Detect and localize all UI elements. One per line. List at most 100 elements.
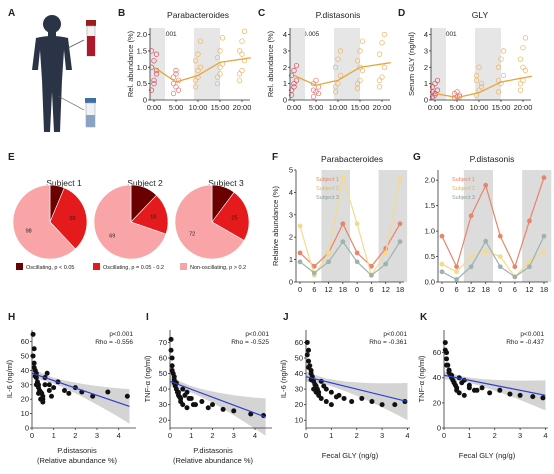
- panel-g-series-point: [497, 254, 503, 259]
- panel-f-ylabel: Relative abundance (%): [271, 185, 280, 266]
- pie-title-subject-2: Subject 2: [127, 178, 163, 188]
- panel-d-night-band: [475, 28, 501, 100]
- panel-i-regression-line: [169, 380, 266, 418]
- panel-h-ytick-label: 20: [21, 395, 29, 404]
- pie-slice: [211, 191, 250, 241]
- panel-h-point: [62, 388, 67, 394]
- panel-h-rho: Rho = -0.556: [95, 339, 133, 346]
- panel-b-chart: 0 0.5 1.0 1.5 2.0 0:00 5:00 10:00 15:00 20:00 Rel.…: [126, 28, 251, 112]
- legend-swatch-osc-strong: [16, 263, 23, 270]
- panel-b-point: [239, 67, 245, 74]
- panel-c-point: [354, 58, 361, 64]
- panel-i-point: [168, 347, 174, 353]
- panel-b-pvalue: p<0.001: [153, 31, 177, 38]
- panel-i-point: [184, 405, 190, 411]
- panel-c-point: [357, 77, 363, 84]
- panel-j-point: [306, 347, 312, 353]
- panel-i-ytick-label: 30: [159, 400, 167, 409]
- panel-j-point: [304, 339, 310, 345]
- panel-h-point: [31, 364, 37, 370]
- panel-c-point: [335, 56, 341, 62]
- panel-d-title: GLY: [472, 10, 489, 20]
- panel-j-ylabel: IL-6 (ng/ml): [279, 359, 288, 398]
- pie-title-subject-1: Subject 1: [46, 178, 82, 188]
- panel-k-ytick-label: 40: [433, 373, 441, 382]
- panel-k-chart: 0 20 40 60 0 1 2 3 4 TNF-α (ng/ml): [417, 330, 548, 440]
- panel-c-point: [354, 80, 361, 87]
- panel-g-series-point: [468, 254, 474, 259]
- panel-b-point: [219, 35, 226, 41]
- panel-k-ytick-label: 60: [433, 348, 441, 357]
- panel-j-ytick-label: 30: [295, 385, 303, 394]
- panel-d-point: [517, 80, 524, 87]
- panel-k-point: [442, 347, 448, 353]
- panel-k-xtick-label: 2: [493, 431, 497, 440]
- panel-f-series-point: [383, 250, 389, 256]
- panel-f-series-point: [383, 261, 389, 267]
- panel-d-point: [520, 44, 526, 51]
- panel-f-xtick-label: 6: [369, 285, 373, 294]
- panel-c-point: [381, 64, 388, 70]
- panel-c-chart: 0 1 2 3 4 0:00 5:00 10:00 15:00 20:00 Rel. abundan…: [266, 28, 391, 112]
- panel-f-series-point: [397, 239, 403, 245]
- panel-c-point: [293, 62, 300, 69]
- panel-g-series-point: [541, 233, 547, 239]
- panel-d-point: [454, 89, 460, 95]
- panel-h-ytick-label: 0: [25, 424, 29, 433]
- panel-k-point: [466, 385, 472, 391]
- panel-d-point: [432, 80, 438, 87]
- arrow-to-feces: [57, 95, 85, 111]
- panel-b-night-band: [150, 28, 165, 100]
- panel-d-point: [517, 56, 524, 62]
- panel-f-xtick-label: 6: [312, 285, 316, 294]
- panel-i-ytick-label: 20: [159, 416, 167, 425]
- panel-b-point: [153, 71, 160, 77]
- panel-e-legend: Oscillating, p < 0.05 Oscillating, p = 0…: [16, 263, 246, 271]
- panel-c-fit-curve: [293, 62, 391, 86]
- panel-j-xtick-label: 2: [355, 431, 359, 440]
- panel-g-series-point: [483, 182, 489, 188]
- panel-c-point: [376, 84, 383, 90]
- panel-k-point: [517, 392, 523, 398]
- panel-k-confidence-band: [444, 371, 546, 411]
- panel-d-xtick-label: 15:00: [492, 103, 511, 112]
- pie-slice-label: 98: [26, 228, 32, 234]
- panel-j-pvalue: p<0.001: [383, 331, 407, 338]
- panel-label-e: E: [8, 152, 15, 163]
- panel-h-xlabel-sub: (Relative abundance %): [37, 456, 118, 465]
- panel-label-j: J: [283, 312, 289, 323]
- panel-i-point: [220, 406, 226, 412]
- legend-f-subject1: Subject 1: [316, 177, 339, 183]
- panel-h-point: [30, 331, 36, 337]
- panel-c-point: [291, 80, 297, 87]
- panel-c-ytick-label: 1: [283, 79, 287, 88]
- panel-b-point: [148, 48, 155, 54]
- panel-c-ytick-label: 0: [283, 96, 287, 105]
- panel-c-title: P.distasonis: [316, 10, 361, 20]
- pie-slice-label: 69: [109, 233, 115, 239]
- panel-f-series-point: [369, 263, 374, 269]
- panel-h-point: [42, 382, 48, 388]
- panel-h-xtick-label: 1: [52, 431, 56, 440]
- panel-d-xtick-label: 0:00: [428, 103, 443, 112]
- panel-i-xtick-label: 1: [189, 431, 193, 440]
- panel-j-chart: 10 20 30 40 50 60 0 1 2 3 4 IL-6 (ng/ml): [279, 330, 410, 440]
- panel-h-point: [46, 388, 52, 394]
- panel-h-point: [40, 399, 46, 405]
- panel-h-xtick-label: 4: [117, 431, 121, 440]
- panel-g-xtick-label: 6: [513, 285, 517, 294]
- panel-j-point: [349, 399, 355, 405]
- panel-i-point: [180, 386, 186, 392]
- legend-label-osc-strong: Oscillating, p < 0.05: [26, 265, 74, 271]
- panel-i-point: [176, 389, 181, 395]
- panel-b-point: [241, 28, 248, 34]
- panel-b-point: [170, 80, 177, 87]
- pie-slice-label: 18: [150, 215, 156, 221]
- panel-h-chart: 0 10 20 30 40 50 60 0 1 2 3 4 IL-6 (ng/ml): [5, 330, 136, 440]
- panel-j-regression-line: [305, 376, 408, 403]
- panel-h-point: [30, 353, 36, 359]
- panel-k-point: [474, 387, 480, 393]
- panel-g-series-point: [468, 213, 474, 219]
- panel-k-point: [444, 356, 450, 362]
